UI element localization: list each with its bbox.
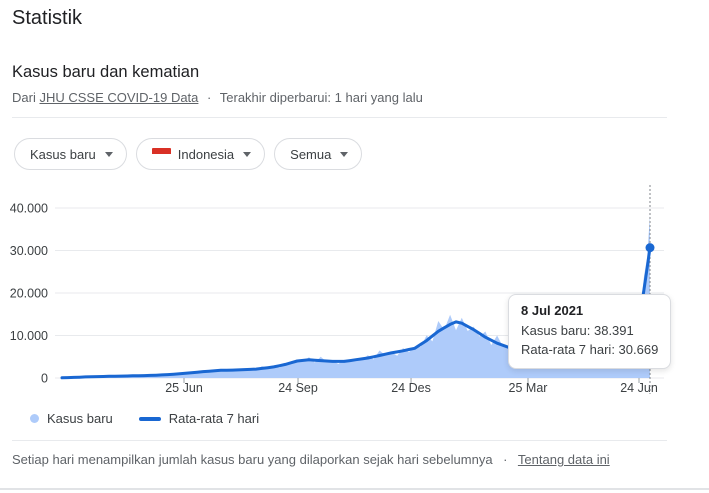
svg-text:20.000: 20.000 [10, 287, 48, 301]
source-line: Dari JHU CSSE COVID-19 Data · Terakhir d… [12, 90, 423, 105]
svg-text:30.000: 30.000 [10, 244, 48, 258]
svg-text:10.000: 10.000 [10, 329, 48, 343]
svg-text:40.000: 40.000 [10, 202, 48, 216]
svg-text:0: 0 [41, 372, 48, 386]
svg-text:25 Jun: 25 Jun [165, 381, 203, 395]
metric-dropdown-label: Kasus baru [30, 146, 96, 162]
footer-text: Setiap hari menampilkan jumlah kasus bar… [12, 452, 493, 467]
filter-chips: Kasus baru Indonesia Semua [14, 138, 363, 170]
chevron-down-icon [104, 151, 113, 157]
svg-text:24 Des: 24 Des [391, 381, 431, 395]
source-link[interactable]: JHU CSSE COVID-19 Data [39, 90, 199, 105]
source-separator: · [207, 90, 212, 105]
country-dropdown-label: Indonesia [177, 146, 235, 162]
legend-line-swatch [138, 416, 161, 421]
country-dropdown[interactable]: Indonesia [135, 138, 266, 170]
updated-text: Terakhir diperbarui: 1 hari yang lalu [219, 90, 423, 105]
about-data-link[interactable]: Tentang data ini [517, 452, 610, 467]
legend-item-average: Rata-rata 7 hari [138, 411, 260, 426]
indonesia-flag-icon [151, 147, 171, 161]
footer-note: Setiap hari menampilkan jumlah kasus bar… [12, 452, 610, 467]
legend-average-label: Rata-rata 7 hari [168, 411, 260, 426]
section-title: Kasus baru dan kematian [12, 63, 200, 81]
svg-text:24 Sep: 24 Sep [278, 381, 318, 395]
flag-white-stripe [151, 154, 171, 161]
bottom-divider [0, 488, 709, 490]
legend-item-new-cases: Kasus baru [30, 411, 113, 426]
chevron-down-icon [340, 151, 349, 157]
tooltip-average: Rata-rata 7 hari: 30.669 [521, 342, 659, 357]
chart-tooltip: 8 Jul 2021 Kasus baru: 38.391 Rata-rata … [508, 294, 672, 369]
tooltip-new-cases: Kasus baru: 38.391 [521, 323, 634, 338]
chart-legend: Kasus baru Rata-rata 7 hari [30, 411, 259, 426]
legend-dot-swatch [30, 414, 39, 423]
page-title: Statistik [12, 7, 83, 29]
header-divider [12, 117, 667, 118]
svg-text:25 Mar: 25 Mar [509, 381, 548, 395]
range-dropdown[interactable]: Semua [274, 138, 363, 170]
legend-new-cases-label: Kasus baru [47, 411, 113, 426]
svg-text:24 Jun: 24 Jun [620, 381, 658, 395]
source-prefix: Dari [12, 90, 36, 105]
flag-red-stripe [151, 147, 171, 154]
chevron-down-icon [243, 151, 252, 157]
legend-divider [12, 440, 667, 441]
footer-separator: · [503, 452, 508, 467]
metric-dropdown[interactable]: Kasus baru [14, 138, 127, 170]
range-dropdown-label: Semua [290, 146, 332, 162]
tooltip-date: 8 Jul 2021 [521, 303, 584, 318]
